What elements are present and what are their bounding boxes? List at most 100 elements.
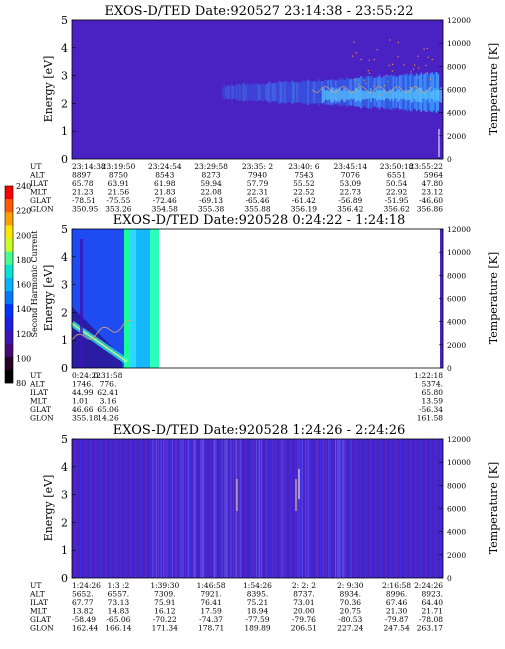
- table-cell: 2: 9:30: [337, 581, 364, 590]
- spectrum-mark: [294, 81, 297, 104]
- table-cell: 356.42: [337, 205, 363, 214]
- spectrum-mark: [280, 82, 283, 103]
- spectrum-mark: [249, 83, 252, 101]
- streak-mark: [224, 439, 226, 578]
- panel-2-ylabel: Energy [eV]: [42, 265, 55, 332]
- spectrum-dot: [354, 79, 356, 81]
- streak-mark: [338, 439, 340, 578]
- panel-3-ylabel-right: Temperature [K]: [487, 462, 500, 554]
- table-cell: 353.26: [105, 205, 131, 214]
- spectrum-mark: [237, 83, 240, 102]
- spectrum-mark: [301, 82, 303, 103]
- spectrum-core-mark: [421, 87, 423, 103]
- spectrum-dot: [414, 64, 416, 66]
- table-cell: -61.42: [292, 196, 316, 205]
- table-cell: 776.: [100, 380, 117, 389]
- streak-mark: [339, 439, 341, 578]
- table-cell: 0:24:22: [72, 371, 101, 380]
- table-cell: 21.23: [72, 188, 94, 197]
- colorbar-cell: [5, 186, 13, 200]
- panel-3-ylabel: Energy [eV]: [42, 475, 55, 542]
- streak-mark: [240, 439, 242, 578]
- spectrum-core-mark: [322, 87, 324, 103]
- spectrum-core-mark: [355, 88, 357, 103]
- spectrum-core-mark: [400, 91, 402, 99]
- ytick-right-label: 8000: [447, 271, 466, 280]
- spectrum-core-mark: [382, 90, 384, 100]
- spectrum-mark: [299, 81, 302, 103]
- ytick-label: 0: [61, 153, 68, 166]
- spectrum-mark: [307, 79, 309, 106]
- spectrum-dot: [397, 56, 399, 58]
- ytick-right-label: 4000: [447, 528, 466, 537]
- table-cell: 2: 2: 2: [292, 581, 316, 590]
- colorbar-tick: 80: [16, 379, 26, 388]
- streak-mark: [202, 439, 204, 578]
- streak-mark: [342, 439, 344, 578]
- spectrum-mark: [288, 82, 291, 102]
- streak-mark: [181, 439, 183, 578]
- panel-1-ylabel-right: Temperature [K]: [487, 43, 500, 135]
- table-cell: 23:24:54: [148, 162, 182, 171]
- spectrum-mark: [240, 85, 243, 99]
- table-cell: 50.54: [386, 179, 408, 188]
- spectrum-mark: [234, 85, 236, 99]
- streak-mark: [160, 439, 162, 578]
- table-row-label: MLT: [30, 397, 47, 406]
- spectrum-dot: [379, 94, 381, 96]
- spectrum-mark: [270, 82, 272, 103]
- colorbar-tick: 160: [16, 281, 31, 290]
- table-cell: 227.24: [337, 624, 363, 633]
- streak-mark: [258, 439, 260, 578]
- spectrum-core-mark: [419, 88, 421, 102]
- streak-mark: [233, 439, 234, 578]
- spectrum-core-mark: [416, 88, 418, 102]
- colorbar: 240 220 200 180 160 140 120 100 80 Second Harmon…: [4, 182, 39, 388]
- spectrum-mark: [265, 84, 267, 101]
- streak-mark: [194, 439, 196, 578]
- spectrum-core-mark: [439, 88, 441, 102]
- colorbar-cell: [5, 317, 13, 331]
- table-cell: 46.66: [72, 405, 94, 414]
- spectrum-core-mark: [373, 91, 375, 99]
- spectrum-mark: [271, 83, 274, 102]
- spectrum-mark: [235, 84, 238, 100]
- streak-mark: [172, 439, 173, 578]
- table-cell: 44.99: [72, 388, 94, 397]
- spectrum-mark: [239, 83, 241, 101]
- spectrum-dot: [417, 55, 419, 57]
- table-cell: 2:16:58: [382, 581, 411, 590]
- spectrum-mark: [262, 83, 264, 102]
- spectrum-mark: [302, 80, 305, 105]
- spectrum-dot: [429, 78, 432, 81]
- spectrum-dot: [416, 91, 418, 93]
- table-cell: 1:24:26: [72, 581, 101, 590]
- spectrum-core-mark: [385, 91, 387, 99]
- streak-mark: [328, 439, 330, 578]
- spectrum-mark: [293, 82, 295, 103]
- table-cell: 13.59: [422, 397, 444, 406]
- table-cell: 67.46: [386, 598, 408, 607]
- table-cell: 8737.: [293, 590, 314, 599]
- spectrum-dot: [417, 77, 419, 79]
- table-row-label: ILAT: [30, 388, 48, 397]
- streak-mark: [305, 439, 307, 578]
- spectrum-core-mark: [374, 91, 376, 99]
- spectrum-core-mark: [331, 87, 333, 103]
- spectrum-mark: [282, 81, 284, 104]
- spectrum-core-mark: [329, 89, 331, 101]
- spectrum-core-mark: [368, 91, 370, 99]
- streak-mark: [283, 439, 285, 578]
- streak-mark: [182, 439, 184, 578]
- table-cell: 22.52: [293, 188, 315, 197]
- spectrum-core-mark: [398, 89, 400, 101]
- spectrum-mark: [232, 86, 235, 99]
- panel-1-title: EXOS-D/TED Date:920527 23:14:38 - 23:55:…: [104, 4, 413, 19]
- spectrum-core-mark: [404, 90, 406, 100]
- table-cell: 161.58: [417, 414, 443, 423]
- panel-3-background: [72, 439, 443, 578]
- spectrum-mark: [304, 80, 306, 104]
- table-cell: 3.16: [100, 397, 117, 406]
- spectrum-mark: [223, 84, 226, 101]
- spectrum-mark: [228, 85, 230, 99]
